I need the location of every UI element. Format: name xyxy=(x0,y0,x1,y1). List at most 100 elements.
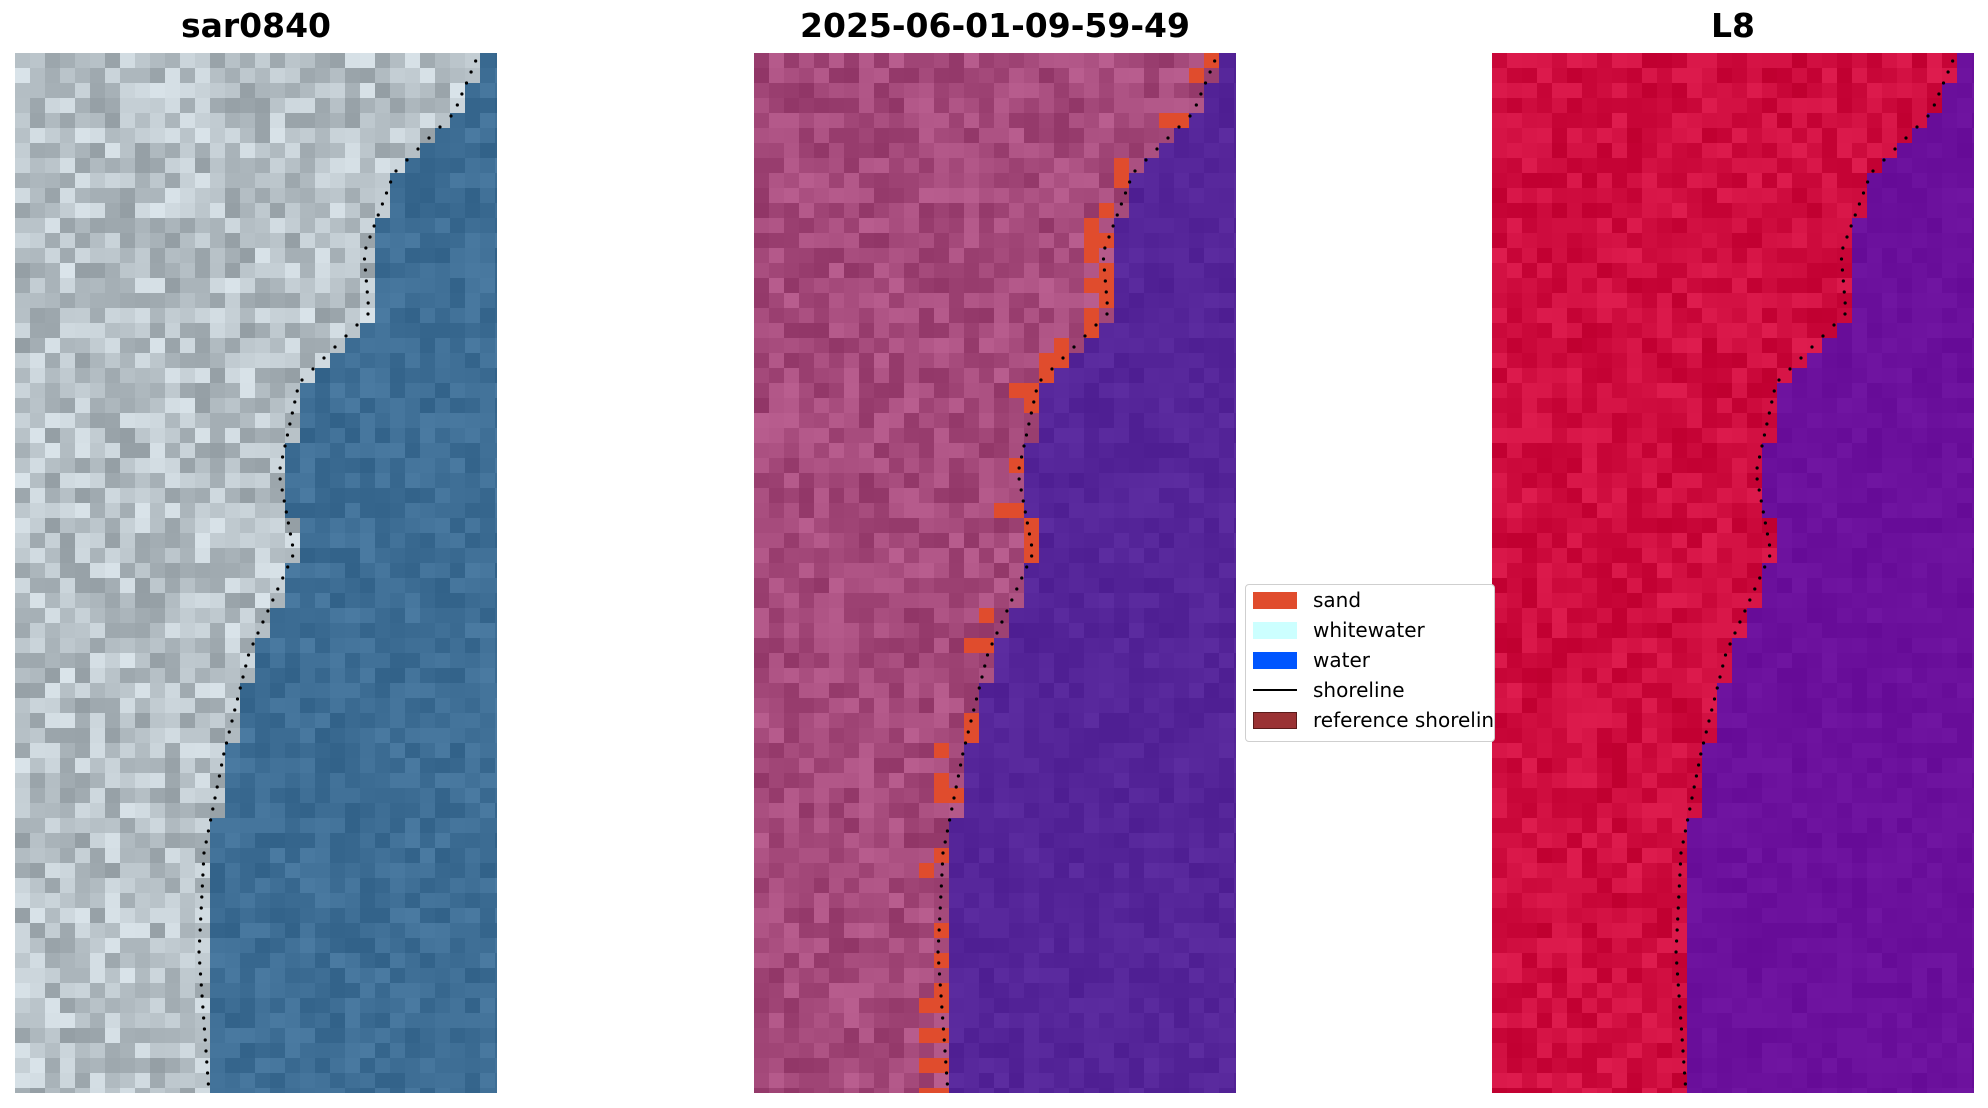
shoreline-dot xyxy=(380,202,384,206)
shoreline-dot xyxy=(217,774,221,778)
shoreline-dot xyxy=(215,785,219,789)
shoreline-dot xyxy=(1105,301,1109,305)
shoreline-dot xyxy=(1763,565,1767,569)
shoreline-dot xyxy=(937,928,941,932)
shoreline-dot xyxy=(261,620,265,624)
shoreline-dot xyxy=(1019,455,1024,459)
shoreline-dot xyxy=(1710,708,1714,712)
shoreline-dot xyxy=(1105,312,1109,316)
shoreline-dot xyxy=(1679,1016,1683,1020)
shoreline-dot xyxy=(1768,554,1772,558)
shoreline-dot xyxy=(1677,884,1681,888)
shoreline-dot xyxy=(364,246,368,250)
shoreline-dot xyxy=(280,488,284,492)
shoreline-dot xyxy=(204,840,208,844)
shoreline-dot xyxy=(1208,70,1212,74)
shoreline-dot xyxy=(1853,213,1857,217)
image-pixels xyxy=(15,53,497,1093)
shoreline-dot xyxy=(1194,103,1198,107)
shoreline-dot xyxy=(1857,202,1861,206)
reference-shoreline-swatch xyxy=(1253,711,1297,729)
legend-item-water: water xyxy=(1253,648,1370,672)
shoreline-dot xyxy=(1675,928,1679,932)
shoreline-dot xyxy=(368,235,372,239)
shoreline-dot xyxy=(205,1060,209,1064)
shoreline-dot xyxy=(1843,301,1847,305)
shoreline-dot xyxy=(1083,334,1087,338)
shoreline-dot xyxy=(1166,136,1170,140)
shoreline-dot xyxy=(1199,92,1203,96)
shoreline-dot xyxy=(1733,631,1737,635)
shoreline-dot xyxy=(1692,785,1696,789)
shoreline-dot xyxy=(286,521,290,525)
legend-label-water: water xyxy=(1313,648,1370,672)
shoreline-dot xyxy=(286,565,290,569)
panel-title-rgb: sar0840 xyxy=(180,6,332,45)
shoreline-dot xyxy=(985,653,990,657)
shoreline-dot xyxy=(1755,477,1759,481)
shoreline-dot xyxy=(1721,664,1725,668)
sand-swatch xyxy=(1253,591,1297,609)
shoreline-dot xyxy=(939,895,943,899)
shoreline-dot xyxy=(1676,983,1680,987)
shoreline-dot xyxy=(1767,543,1772,547)
shoreline-dot xyxy=(224,741,229,745)
shoreline-dot xyxy=(1005,609,1009,613)
shoreline-dot xyxy=(1843,312,1847,316)
shoreline-dot xyxy=(1718,675,1722,679)
shoreline-dot xyxy=(333,345,337,349)
shoreline-dot xyxy=(295,389,299,393)
shoreline-dot xyxy=(198,939,202,943)
shoreline-dot xyxy=(1188,114,1192,118)
shoreline-dot xyxy=(1017,466,1021,470)
shoreline-dot xyxy=(1015,587,1019,591)
shoreline-dot xyxy=(945,1082,949,1086)
shoreline-dot xyxy=(278,466,282,470)
shoreline-dot xyxy=(1946,70,1950,74)
shoreline-dots xyxy=(1674,59,1955,1086)
shoreline-dot xyxy=(1111,224,1115,228)
shoreline-dot xyxy=(1103,279,1107,283)
shoreline-dot xyxy=(209,818,213,822)
shoreline-dot xyxy=(980,675,984,679)
shoreline-dot xyxy=(199,917,203,921)
shoreline-line-marker xyxy=(1253,689,1297,691)
shoreline-dot xyxy=(939,884,943,888)
shoreline-dot xyxy=(1039,378,1043,382)
shoreline-dot xyxy=(1690,796,1694,800)
shoreline-dot xyxy=(222,752,226,756)
shoreline-dot xyxy=(366,312,370,316)
shoreline-dot xyxy=(281,576,285,580)
shoreline-dot xyxy=(1758,576,1762,580)
shoreline-dot xyxy=(943,1049,947,1053)
shoreline-dot xyxy=(246,653,251,657)
shoreline-dot xyxy=(384,191,389,195)
shoreline-dot xyxy=(230,719,234,723)
shoreline-dot xyxy=(1133,169,1137,173)
shoreline-dot xyxy=(206,829,210,833)
shoreline-dot xyxy=(198,972,203,976)
shoreline-dot xyxy=(1871,169,1875,173)
shoreline-dot xyxy=(995,631,999,635)
shoreline-dot xyxy=(293,400,297,404)
shoreline-dot xyxy=(983,664,987,668)
shoreline-dot xyxy=(1102,268,1107,272)
shoreline-dot xyxy=(1679,1027,1684,1031)
shoreline-dot xyxy=(956,774,960,778)
shoreline-dot xyxy=(952,796,956,800)
shoreline-dot xyxy=(1770,400,1774,404)
shoreline-dot xyxy=(288,532,293,536)
legend-item-whitewater: whitewater xyxy=(1253,618,1425,642)
shoreline-dot xyxy=(1678,1005,1682,1009)
shoreline-dots xyxy=(197,59,478,1086)
shoreline-dot xyxy=(1104,290,1108,294)
shoreline-dot xyxy=(290,543,295,547)
image-pixels xyxy=(754,53,1236,1093)
shoreline-dot xyxy=(1103,246,1107,250)
legend-item-sand: sand xyxy=(1253,588,1361,612)
shoreline-dot xyxy=(244,664,248,668)
shoreline-dot xyxy=(1020,576,1024,580)
shoreline-dot xyxy=(282,499,286,503)
shoreline-dot xyxy=(940,862,945,866)
panel-title-falsecolor: L8 xyxy=(1711,6,1755,45)
